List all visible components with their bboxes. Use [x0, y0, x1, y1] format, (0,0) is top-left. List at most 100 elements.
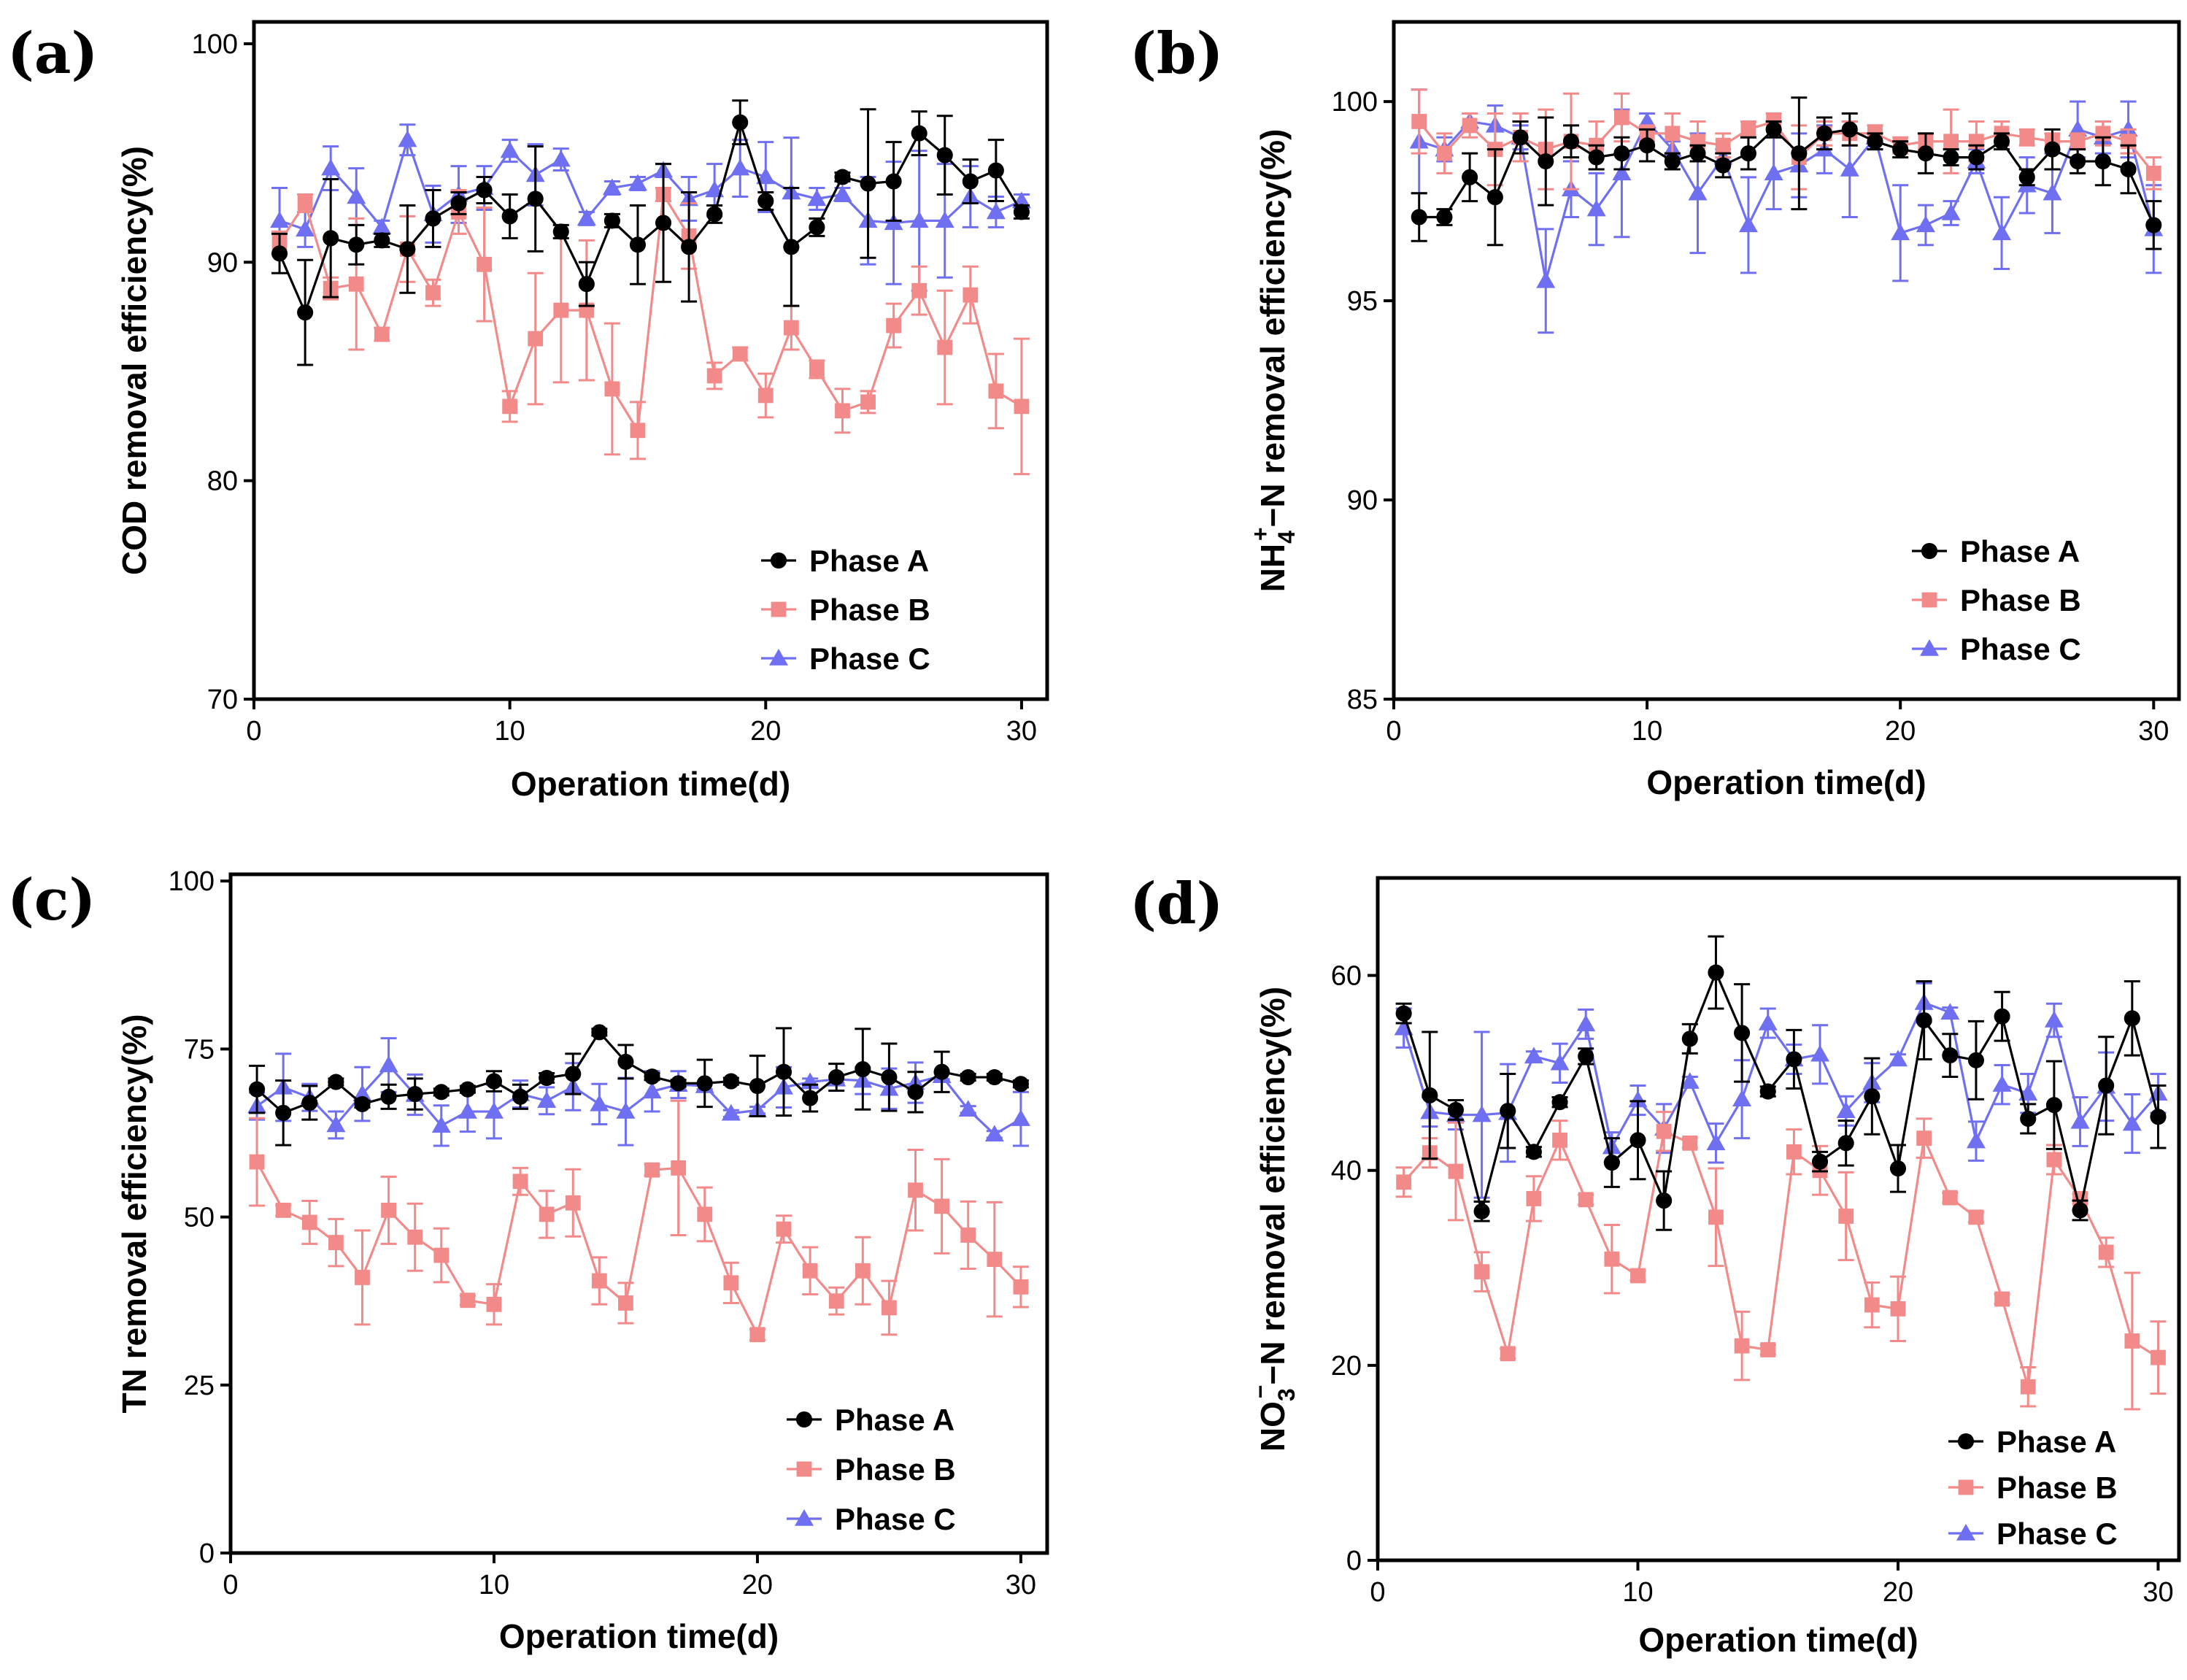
data-point — [591, 1024, 608, 1041]
x-tick-label: 30 — [1006, 716, 1037, 747]
y-axis-title-main: TN removal efficiency(%) — [115, 1014, 153, 1413]
data-point — [1524, 1047, 1543, 1064]
data-point — [783, 239, 800, 255]
plot-frame — [228, 872, 1049, 1555]
data-point — [1942, 1047, 1959, 1064]
plot-frame — [1376, 876, 2181, 1563]
legend: Phase A Phase B Phase C — [1948, 1425, 2118, 1551]
data-point — [1992, 1075, 2012, 1092]
data-point — [527, 190, 544, 207]
data-point — [512, 1174, 528, 1190]
data-point — [1968, 149, 1985, 166]
data-point — [986, 1069, 1003, 1086]
data-point — [987, 162, 1004, 179]
data-point — [1656, 1192, 1673, 1209]
data-point — [1967, 1052, 1984, 1068]
data-point — [602, 178, 622, 196]
data-point — [1012, 1076, 1029, 1093]
data-point — [1447, 1101, 1464, 1118]
data-point — [433, 1084, 450, 1101]
data-point — [1992, 223, 2012, 241]
data-point — [275, 1202, 291, 1218]
data-point — [1011, 1109, 1030, 1126]
data-point — [1411, 209, 1427, 226]
series-phase-b — [1395, 1111, 2167, 1411]
data-point — [1791, 145, 1808, 162]
y-tick-label: 80 — [207, 466, 238, 497]
data-point — [1740, 145, 1756, 162]
data-point — [1994, 1008, 2010, 1025]
data-point — [1921, 542, 1938, 560]
data-point — [1562, 133, 1580, 150]
legend-entry: Phase B — [1948, 1471, 2118, 1505]
data-point — [512, 1088, 529, 1105]
data-point — [885, 173, 902, 190]
data-point — [1840, 159, 1859, 177]
data-point — [1437, 145, 1452, 161]
data-point — [696, 1075, 713, 1092]
data-point — [296, 220, 315, 237]
data-point — [749, 1077, 765, 1095]
y-tick-label: 100 — [192, 29, 238, 60]
series-line — [256, 1063, 1022, 1136]
data-point — [960, 1228, 976, 1243]
data-point — [1889, 1160, 1907, 1177]
data-point — [565, 1066, 582, 1082]
data-point — [1681, 1030, 1698, 1047]
series-line — [1403, 1001, 2159, 1151]
data-point — [301, 1214, 317, 1230]
x-axis-title: Operation time(d) — [1638, 1621, 1918, 1659]
data-point — [1867, 133, 1883, 150]
data-point — [1551, 1094, 1568, 1111]
series-line — [279, 136, 1022, 231]
y-axis-title-rest: −N removal efficiency(%) — [1254, 129, 1292, 528]
data-point — [591, 1273, 607, 1289]
y-tick-label: 0 — [199, 1538, 215, 1569]
legend-entry: Phase A — [1912, 534, 2080, 569]
panel-label: (a) — [7, 20, 98, 87]
data-point — [757, 193, 774, 209]
series-phase-c — [1409, 88, 2164, 334]
series-phase-a — [1411, 96, 2162, 250]
data-point — [381, 1202, 396, 1218]
data-point — [802, 1090, 819, 1106]
data-point — [907, 1084, 924, 1101]
data-point — [431, 1116, 451, 1133]
data-point — [881, 1069, 898, 1086]
data-point — [732, 114, 749, 131]
series-phase-c — [1394, 982, 2168, 1199]
data-point — [2044, 141, 2061, 158]
data-point — [1760, 1342, 1776, 1357]
data-point — [1864, 1297, 1880, 1313]
data-point — [1395, 1005, 1412, 1022]
data-point — [1864, 1088, 1881, 1105]
data-point — [771, 601, 787, 617]
data-point — [2145, 217, 2162, 234]
data-point — [326, 1115, 346, 1133]
data-point — [1448, 1163, 1464, 1179]
data-point — [1943, 149, 1959, 166]
data-point — [1738, 215, 1758, 233]
data-point — [565, 1195, 581, 1211]
data-point — [936, 147, 953, 163]
legend-label: Phase B — [1960, 583, 2081, 617]
data-point — [1396, 1174, 1412, 1190]
data-point — [1014, 398, 1030, 415]
data-point — [962, 173, 979, 190]
legend-entry: Phase C — [1948, 1517, 2118, 1551]
series-line — [278, 118, 1023, 316]
data-point — [1664, 153, 1681, 170]
legend-label: Phase B — [809, 593, 930, 627]
data-point — [1888, 1049, 1908, 1067]
data-point — [2018, 169, 2035, 185]
legend-label: Phase A — [1997, 1425, 2116, 1459]
data-point — [1689, 145, 1706, 162]
series-line — [1403, 1129, 2159, 1387]
data-point — [860, 394, 876, 410]
data-point — [328, 1074, 344, 1090]
data-point — [425, 210, 441, 227]
data-point — [1708, 964, 1724, 981]
data-point — [2150, 1109, 2167, 1125]
data-point — [484, 1102, 504, 1119]
data-point — [1740, 121, 1756, 137]
